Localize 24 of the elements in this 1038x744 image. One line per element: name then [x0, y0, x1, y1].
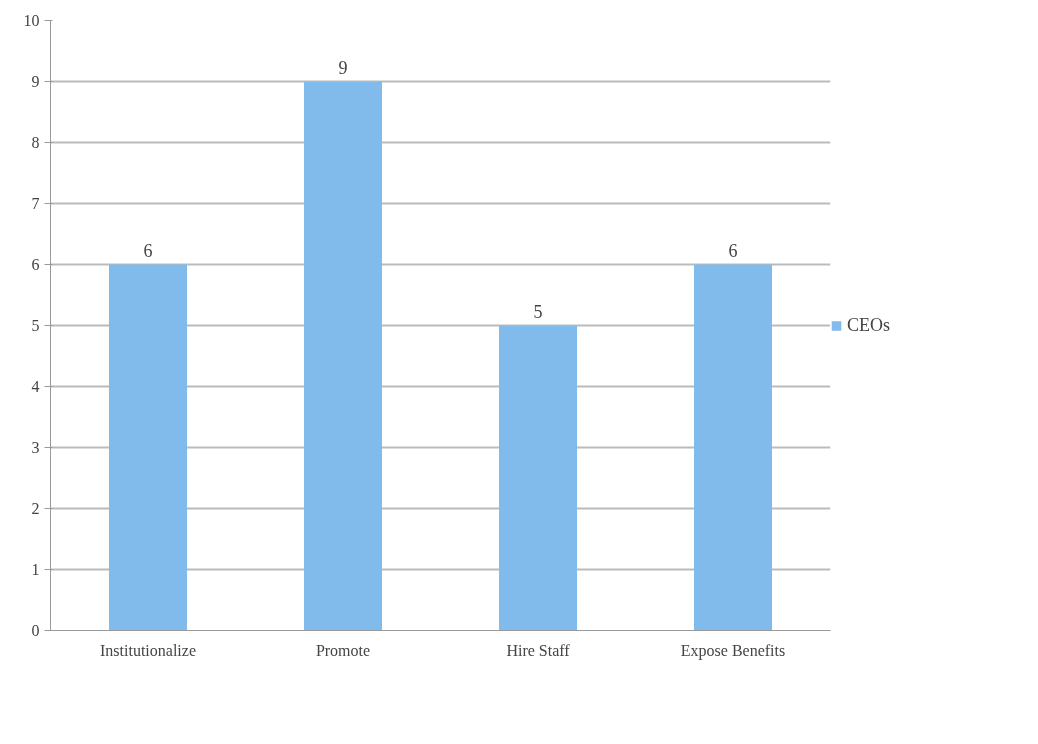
bar	[499, 325, 577, 631]
y-tick-label: 3	[31, 439, 40, 456]
y-tick-label: 8	[31, 134, 40, 151]
y-tick-label: 1	[31, 561, 40, 578]
bar	[109, 264, 187, 631]
x-tick-label: Promote	[315, 641, 371, 659]
y-tick-label: 4	[31, 378, 40, 395]
x-tick-label: Hire Staff	[506, 641, 571, 659]
data-label: 6	[143, 240, 153, 261]
x-tick-label: Expose Benefits	[680, 641, 786, 660]
legend-label: CEOs	[847, 314, 891, 336]
data-label: 6	[728, 240, 738, 261]
bar	[304, 81, 382, 631]
x-tick-label: Institutionalize	[100, 641, 196, 659]
y-tick-label: 0	[31, 622, 40, 639]
y-tick-label: 7	[31, 195, 40, 212]
data-label: 9	[338, 57, 348, 78]
y-tick-label: 10	[23, 12, 40, 29]
y-tick-label: 5	[31, 317, 40, 334]
y-tick-label: 2	[31, 500, 40, 517]
bar	[694, 264, 772, 631]
data-label: 5	[533, 301, 543, 322]
y-tick-label: 9	[31, 73, 40, 90]
y-tick-label: 6	[31, 256, 40, 273]
